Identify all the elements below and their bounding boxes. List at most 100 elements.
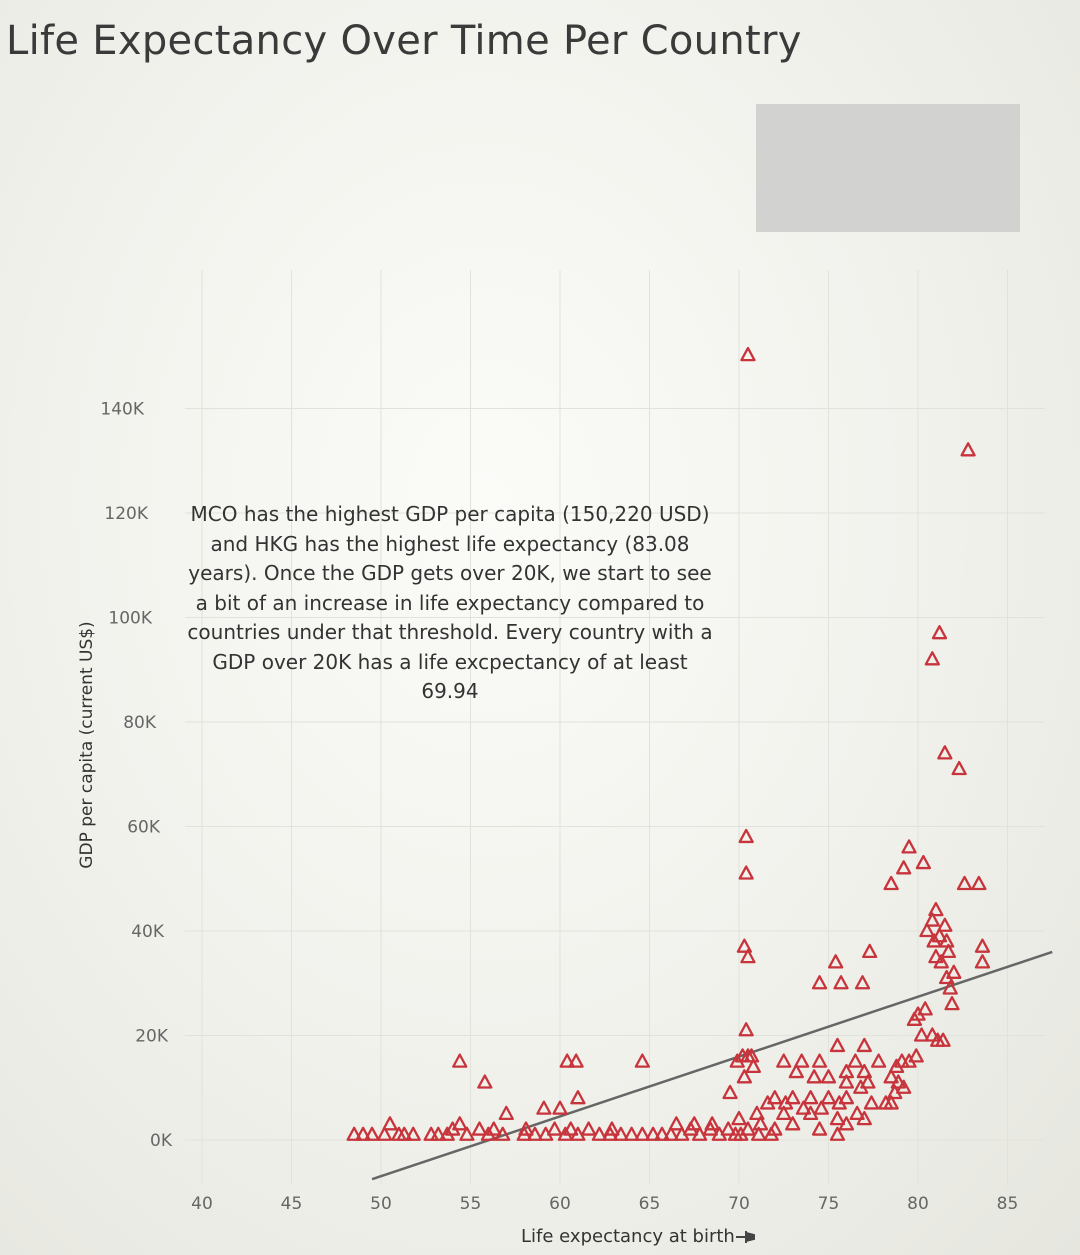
data-point[interactable]	[727, 1126, 744, 1141]
data-point[interactable]	[785, 1116, 801, 1131]
data-point[interactable]	[459, 1126, 475, 1141]
data-point[interactable]	[686, 1116, 702, 1131]
data-point[interactable]	[860, 1074, 876, 1089]
data-point[interactable]	[919, 922, 935, 938]
data-point[interactable]	[813, 1100, 829, 1115]
data-point[interactable]	[838, 1116, 855, 1131]
data-point[interactable]	[794, 1053, 810, 1068]
data-point[interactable]	[863, 1095, 880, 1110]
data-point[interactable]	[829, 1110, 846, 1126]
data-point[interactable]	[552, 1100, 568, 1115]
data-point[interactable]	[498, 1105, 514, 1121]
data-point[interactable]	[668, 1116, 684, 1131]
data-point[interactable]	[838, 1090, 855, 1105]
data-point[interactable]	[870, 1053, 887, 1068]
data-point[interactable]	[937, 917, 953, 932]
y-axis-title[interactable]: GDP per capita (current US$)	[77, 621, 97, 869]
data-point[interactable]	[926, 933, 942, 948]
data-point[interactable]	[691, 1126, 708, 1141]
data-point[interactable]	[580, 1121, 597, 1136]
data-point[interactable]	[847, 1053, 863, 1068]
data-point[interactable]	[452, 1116, 468, 1131]
data-point[interactable]	[720, 1121, 736, 1136]
data-point[interactable]	[811, 1053, 828, 1068]
data-point[interactable]	[623, 1126, 640, 1141]
data-point[interactable]	[856, 1037, 872, 1053]
data-point[interactable]	[788, 1063, 804, 1079]
x-axis-title[interactable]: Life expectancy at birth	[521, 1226, 735, 1247]
data-point[interactable]	[883, 1069, 899, 1084]
data-point[interactable]	[738, 828, 754, 844]
data-point[interactable]	[944, 996, 960, 1011]
data-point[interactable]	[495, 1126, 511, 1141]
data-point[interactable]	[738, 865, 754, 880]
data-point[interactable]	[811, 1121, 828, 1136]
data-point[interactable]	[776, 1053, 792, 1068]
data-point[interactable]	[849, 1105, 865, 1121]
data-point[interactable]	[946, 964, 962, 979]
data-point[interactable]	[634, 1053, 650, 1068]
data-point[interactable]	[942, 980, 958, 995]
data-point[interactable]	[856, 1110, 872, 1126]
data-point[interactable]	[745, 1058, 761, 1073]
data-point[interactable]	[563, 1121, 579, 1136]
data-point[interactable]	[518, 1121, 534, 1136]
data-point[interactable]	[935, 1032, 951, 1047]
data-point[interactable]	[546, 1121, 563, 1136]
data-point[interactable]	[740, 1121, 756, 1136]
data-point[interactable]	[736, 1069, 753, 1084]
data-point[interactable]	[928, 948, 944, 964]
data-point[interactable]	[568, 1053, 584, 1068]
data-point[interactable]	[915, 854, 932, 870]
data-point[interactable]	[795, 1100, 812, 1115]
data-point[interactable]	[933, 954, 949, 969]
data-point[interactable]	[913, 1027, 930, 1042]
data-point[interactable]	[355, 1126, 371, 1141]
data-point[interactable]	[486, 1121, 502, 1136]
data-point[interactable]	[960, 442, 976, 457]
data-point[interactable]	[896, 1079, 912, 1094]
data-point[interactable]	[776, 1105, 792, 1121]
data-point[interactable]	[974, 938, 991, 953]
data-point[interactable]	[937, 745, 953, 760]
data-point[interactable]	[883, 875, 899, 891]
data-point[interactable]	[831, 1095, 847, 1110]
data-point[interactable]	[901, 839, 917, 854]
data-point[interactable]	[908, 1048, 924, 1063]
data-point[interactable]	[740, 948, 756, 964]
data-point[interactable]	[878, 1095, 894, 1110]
data-point[interactable]	[838, 1074, 855, 1089]
data-point[interactable]	[806, 1069, 822, 1084]
data-point[interactable]	[396, 1126, 412, 1141]
data-point[interactable]	[890, 1074, 906, 1089]
data-point[interactable]	[729, 1053, 745, 1068]
data-point[interactable]	[559, 1053, 575, 1068]
data-point[interactable]	[452, 1053, 468, 1068]
data-point[interactable]	[854, 975, 871, 990]
data-point[interactable]	[376, 1126, 393, 1141]
data-point[interactable]	[956, 875, 973, 891]
data-point[interactable]	[645, 1126, 661, 1141]
data-point[interactable]	[924, 651, 940, 666]
data-point[interactable]	[924, 1027, 940, 1042]
data-point[interactable]	[704, 1116, 720, 1131]
data-point[interactable]	[405, 1126, 421, 1141]
data-point[interactable]	[931, 625, 948, 640]
data-point[interactable]	[785, 1090, 801, 1105]
data-point[interactable]	[856, 1063, 872, 1079]
data-point[interactable]	[829, 1037, 846, 1053]
data-point[interactable]	[828, 954, 844, 969]
data-point[interactable]	[722, 1084, 738, 1100]
data-point[interactable]	[940, 943, 957, 959]
data-point[interactable]	[971, 875, 987, 891]
data-point[interactable]	[731, 1110, 747, 1126]
data-point[interactable]	[430, 1126, 446, 1141]
data-point[interactable]	[382, 1116, 398, 1131]
data-point[interactable]	[931, 928, 948, 943]
data-point[interactable]	[570, 1090, 586, 1105]
data-point[interactable]	[536, 1100, 552, 1115]
data-point[interactable]	[820, 1069, 837, 1084]
data-point[interactable]	[740, 346, 756, 362]
data-point[interactable]	[364, 1126, 380, 1141]
pin-icon[interactable]	[735, 1227, 757, 1247]
